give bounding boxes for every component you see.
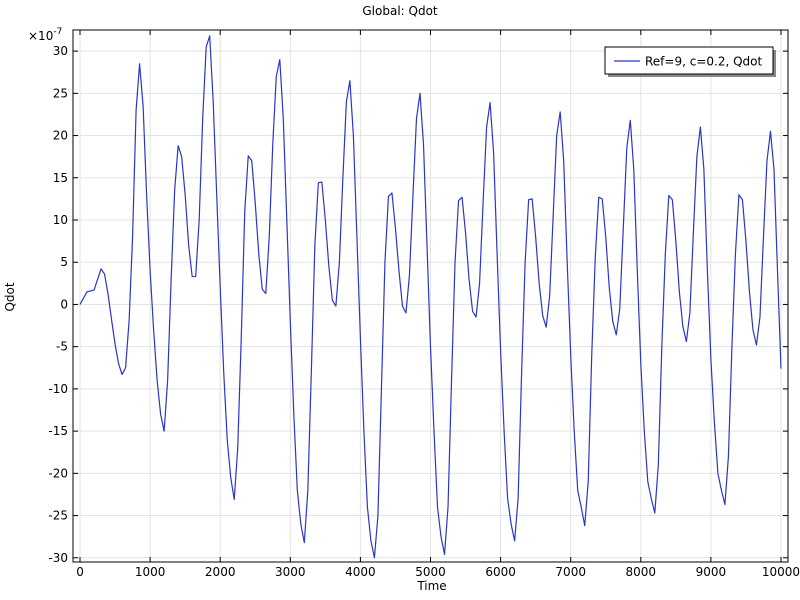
y-tick-label: -5 [56, 340, 68, 354]
legend: Ref=9, c=0.2, Qdot [604, 46, 776, 77]
x-tick-label: 10000 [762, 565, 800, 579]
x-axis-label: Time [416, 579, 446, 593]
y-tick-label: -20 [48, 466, 68, 480]
y-tick-label: -30 [48, 551, 68, 565]
y-tick-label: -25 [48, 509, 68, 523]
x-tick-label: 7000 [555, 565, 586, 579]
x-tick-label: 2000 [205, 565, 236, 579]
x-tick-label: 3000 [275, 565, 306, 579]
x-tick-label: 9000 [696, 565, 727, 579]
series-layer [79, 35, 782, 559]
legend-entry-label: Ref=9, c=0.2, Qdot [645, 55, 762, 69]
y-tick-label: -10 [48, 382, 68, 396]
y-tick-label: 0 [60, 297, 68, 311]
y-axis-multiplier: ×10-7 [28, 27, 62, 43]
x-tick-label: 8000 [626, 565, 657, 579]
y-tick-label: 5 [60, 255, 68, 269]
grid [73, 30, 788, 562]
y-axis-label: Qdot [3, 282, 17, 311]
y-tick-label: 15 [53, 171, 68, 185]
x-tick-label: 6000 [485, 565, 516, 579]
series-line [79, 35, 782, 559]
y-tick-label: -15 [48, 424, 68, 438]
y-axis: -30 -25 -20 -15 -10 -5 0 5 10 15 20 25 30 [48, 44, 788, 565]
y-multiplier-base: ×10 [28, 29, 53, 43]
y-tick-label: 20 [53, 129, 68, 143]
x-axis: 0 1000 2000 3000 4000 5000 6000 7000 8000 9000 100… [76, 30, 800, 579]
y-tick-label: 30 [53, 44, 68, 58]
y-tick-label: 25 [53, 86, 68, 100]
x-tick-label: 1000 [135, 565, 166, 579]
x-tick-label: 4000 [345, 565, 376, 579]
y-multiplier-exponent: -7 [53, 27, 62, 37]
x-tick-label: 5000 [415, 565, 446, 579]
x-tick-label: 0 [76, 565, 84, 579]
y-tick-label: 10 [53, 213, 68, 227]
chart-title: Global: Qdot [362, 4, 438, 18]
